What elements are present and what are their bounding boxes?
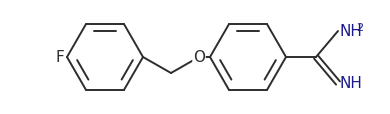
- Text: NH: NH: [340, 24, 363, 39]
- Text: O: O: [193, 50, 205, 65]
- Text: F: F: [55, 50, 64, 65]
- Text: NH: NH: [340, 76, 363, 91]
- Text: 2: 2: [356, 23, 363, 33]
